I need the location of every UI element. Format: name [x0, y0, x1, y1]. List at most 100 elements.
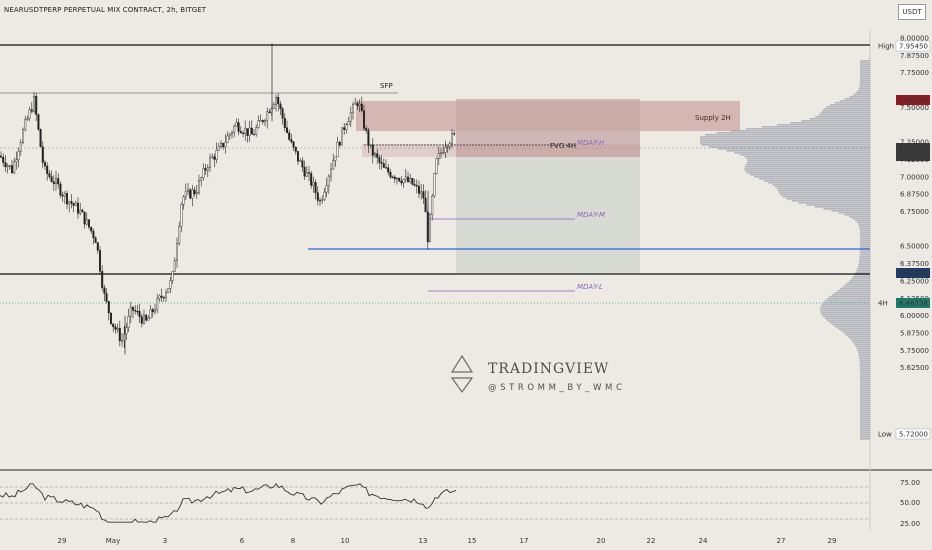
- candle-body: [389, 172, 392, 178]
- price-tick: 5.62500: [900, 364, 929, 372]
- volume-profile-bar: [746, 172, 870, 174]
- candle-body: [391, 176, 394, 178]
- volume-profile-bar: [740, 154, 870, 156]
- volume-profile-bar: [849, 338, 870, 340]
- volume-profile-bar: [832, 324, 870, 326]
- candle-body: [184, 191, 187, 198]
- candle-body: [413, 184, 416, 186]
- fvg-zone[interactable]: [362, 144, 640, 157]
- fvg-label: FVG 4H: [550, 142, 576, 150]
- rsi-tick-50: 50.00: [900, 499, 920, 507]
- price-tick: 6.50000: [900, 243, 929, 251]
- candle-body: [182, 196, 185, 205]
- candle-body: [431, 195, 434, 216]
- time-tick: 15: [468, 537, 477, 545]
- candle-body: [241, 132, 244, 134]
- trade-stop-box[interactable]: [456, 99, 640, 157]
- candle-body: [230, 132, 233, 135]
- candle-body: [358, 103, 361, 106]
- mday-l-label: MDAY-L: [577, 283, 603, 291]
- candle-body: [380, 162, 383, 164]
- candle-body: [277, 97, 280, 105]
- candle-body: [314, 182, 317, 194]
- volume-profile-bar: [704, 134, 870, 136]
- candle-body: [349, 112, 352, 122]
- candle-body: [281, 108, 284, 119]
- candle-body: [213, 156, 216, 160]
- candle-body: [239, 131, 242, 134]
- volume-profile-bar: [859, 86, 870, 88]
- candle-body: [272, 104, 275, 109]
- volume-profile-bar: [820, 308, 870, 310]
- price-tick: 6.00000: [900, 312, 929, 320]
- candle-body: [164, 292, 167, 298]
- candle-body: [109, 312, 112, 324]
- volume-profile-bar: [860, 428, 870, 430]
- candle-body: [290, 139, 293, 143]
- candle-body: [30, 109, 33, 112]
- candle-body: [440, 152, 443, 154]
- volume-profile-bar: [859, 76, 870, 78]
- candle-body: [217, 146, 220, 151]
- candle-body: [6, 165, 9, 168]
- candle-body: [226, 135, 229, 143]
- volume-profile-bar: [859, 400, 870, 402]
- candle-body: [44, 162, 47, 167]
- volume-profile-bar: [859, 392, 870, 394]
- candle-body: [363, 110, 366, 129]
- volume-profile-bar: [859, 388, 870, 390]
- candle-body: [28, 109, 31, 119]
- volume-profile-bar: [860, 426, 870, 428]
- volume-profile-bar: [746, 158, 870, 160]
- currency-button[interactable]: USDT: [898, 4, 926, 20]
- volume-profile-bar: [859, 402, 870, 404]
- volume-profile-bar: [858, 352, 870, 354]
- candle-body: [160, 295, 163, 298]
- time-tick: 6: [240, 537, 245, 545]
- candle-body: [85, 219, 88, 225]
- candle-body: [169, 280, 172, 289]
- price-tick: 8.00000: [900, 35, 929, 43]
- volume-profile-bar: [852, 276, 870, 278]
- volume-profile-bar: [838, 212, 870, 214]
- volume-profile-bar: [700, 138, 870, 140]
- volume-profile-bar: [860, 436, 870, 438]
- volume-profile-bar: [763, 180, 870, 182]
- candle-body: [433, 173, 436, 197]
- candle-body: [186, 189, 189, 192]
- candle-body: [325, 185, 328, 193]
- candle-body: [402, 179, 405, 184]
- volume-profile-bar: [859, 364, 870, 366]
- volume-profile-bar: [809, 118, 870, 120]
- candle-body: [347, 121, 350, 126]
- candle-body: [103, 287, 106, 294]
- time-axis[interactable]: 29 May 3 6 8 10 13 15 17 20 22 24 27 29: [58, 537, 837, 545]
- time-tick: 20: [597, 537, 606, 545]
- candle-body: [17, 150, 20, 160]
- volume-profile-bar: [820, 312, 870, 314]
- candle-body: [261, 120, 264, 123]
- candle-body: [453, 133, 456, 135]
- candle-body: [398, 177, 401, 182]
- candle-body: [334, 156, 337, 161]
- volume-profile-bar: [843, 332, 870, 334]
- price-axis[interactable]: 8.000007.875007.750007.500007.250007.125…: [900, 35, 929, 373]
- volume-profile-bar: [860, 62, 870, 64]
- candle-body: [446, 146, 449, 148]
- candle-body: [4, 162, 7, 168]
- volume-profile-bar: [779, 192, 870, 194]
- volume-profile-bar: [716, 132, 870, 134]
- candle-body: [200, 177, 203, 181]
- candle-body: [178, 225, 181, 244]
- candle-body: [374, 153, 377, 156]
- candle-body: [332, 160, 335, 170]
- time-tick: 29: [828, 537, 837, 545]
- volume-profile-bar: [780, 194, 870, 196]
- volume-profile-bar: [754, 176, 870, 178]
- volume-profile-bar: [790, 122, 870, 124]
- candle-body: [233, 125, 236, 133]
- candle-body: [72, 203, 75, 206]
- volume-profile-bar: [859, 234, 870, 236]
- volume-profile-bar: [744, 168, 870, 170]
